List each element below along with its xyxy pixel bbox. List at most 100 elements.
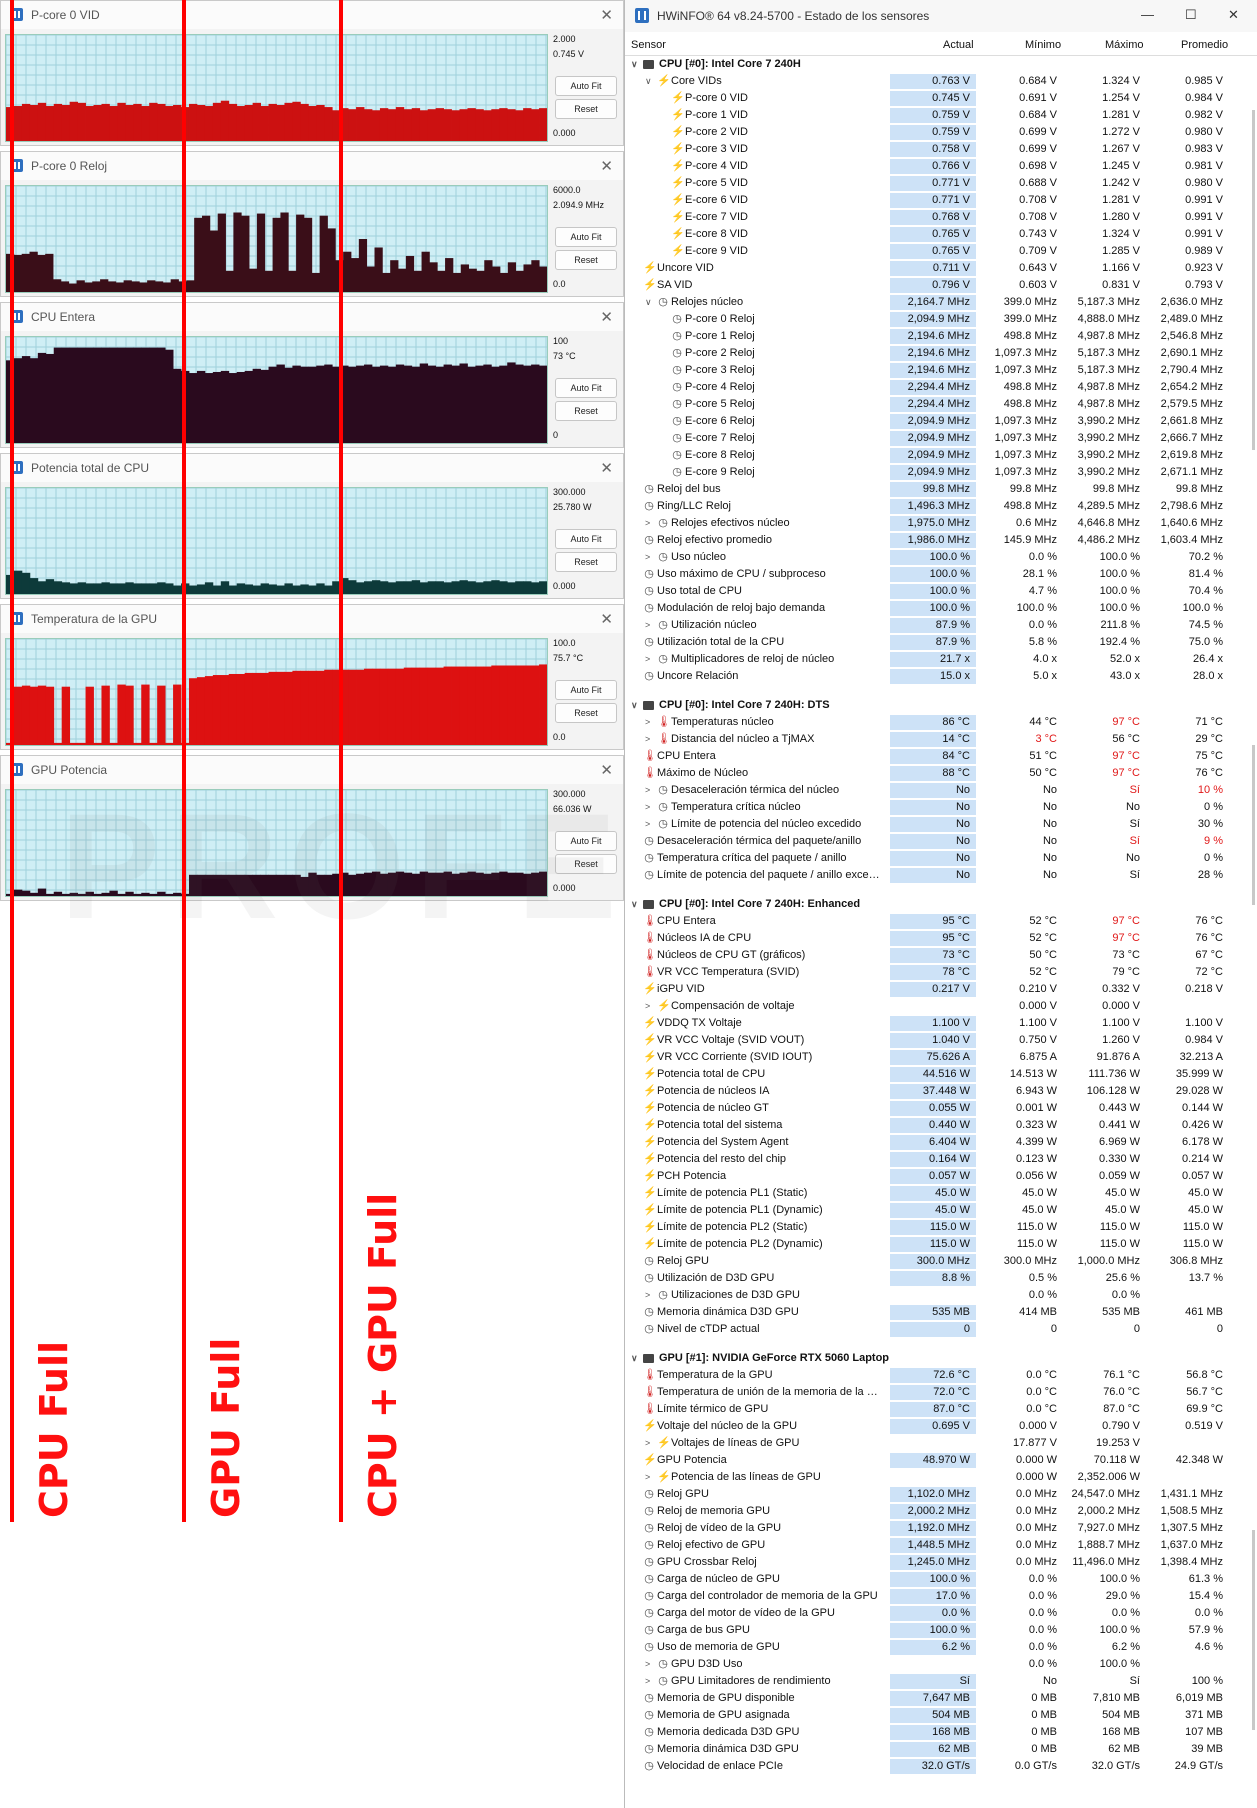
sensor-row[interactable]: ⚡ GPU Potencia 48.970 W 0.000 W 70.118 W 42.3… xyxy=(625,1452,1243,1469)
sensor-row[interactable]: ⚡ E-core 8 VID 0.765 V 0.743 V 1.324 V 0.991 … xyxy=(625,226,1243,243)
sensor-row[interactable]: ∨ ⚡ Core VIDs 0.763 V 0.684 V 1.324 V 0.985 V xyxy=(625,73,1243,90)
sensor-row[interactable]: ◷ P-core 3 Reloj 2,194.6 MHz 1,097.3 MHz 5,1… xyxy=(625,362,1243,379)
expand-toggle-icon[interactable]: > xyxy=(645,1676,651,1686)
sensor-row[interactable]: ◷ Carga del controlador de memoria de la … xyxy=(625,1588,1243,1605)
sensor-row[interactable]: ◷ Ring/LLC Reloj 1,496.3 MHz 498.8 MHz 4,289… xyxy=(625,498,1243,515)
sensor-row[interactable]: ⚡ Potencia de núcleos IA 37.448 W 6.943 W 10… xyxy=(625,1083,1243,1100)
sensor-row[interactable]: ⚡ Potencia total del sistema 0.440 W 0.323 … xyxy=(625,1117,1243,1134)
sensor-row[interactable]: > ◷ Relojes efectivos núcleo 1,975.0 MHz 0.6… xyxy=(625,515,1243,532)
sensor-group-header[interactable]: ∨ CPU [#0]: Intel Core 7 240H xyxy=(625,56,1243,73)
graph-title-bar[interactable]: CPU Entera ✕ xyxy=(1,303,623,331)
sensor-row[interactable]: ⚡ Uncore VID 0.711 V 0.643 V 1.166 V 0.923 V xyxy=(625,260,1243,277)
sensor-row[interactable]: ⚡ Límite de potencia PL2 (Dynamic) 115.0 W… xyxy=(625,1236,1243,1253)
graph-title-bar[interactable]: Potencia total de CPU ✕ xyxy=(1,454,623,482)
close-icon[interactable]: ✕ xyxy=(600,309,613,326)
expand-toggle-icon[interactable]: > xyxy=(645,620,651,630)
sensor-row[interactable]: ⚡ E-core 9 VID 0.765 V 0.709 V 1.285 V 0.989 … xyxy=(625,243,1243,260)
sensor-row[interactable]: ⚡ Límite de potencia PL1 (Static) 45.0 W 45… xyxy=(625,1185,1243,1202)
sensor-row[interactable]: > ◷ GPU Limitadores de rendimiento Sí No Sí 10… xyxy=(625,1673,1243,1690)
reset-button[interactable]: Reset xyxy=(555,99,617,119)
sensor-row[interactable]: ⚡ Límite de potencia PL1 (Dynamic) 45.0 W 4… xyxy=(625,1202,1243,1219)
sensor-row[interactable]: ◷ Uso de memoria de GPU 6.2 % 0.0 % 6.2 % 4.6… xyxy=(625,1639,1243,1656)
expand-toggle-icon[interactable]: > xyxy=(645,785,651,795)
expand-toggle-icon[interactable]: > xyxy=(645,802,651,812)
sensor-row[interactable]: ◷ Reloj GPU 1,102.0 MHz 0.0 MHz 24,547.0 MHz… xyxy=(625,1486,1243,1503)
sensor-row[interactable]: > ◷ Desaceleración térmica del núcleo No No S… xyxy=(625,782,1243,799)
sensor-group-header[interactable]: ∨ CPU [#0]: Intel Core 7 240H: Enhanced xyxy=(625,896,1243,913)
sensor-row[interactable]: 🌡 CPU Entera 95 °C 52 °C 97 °C 76 °C xyxy=(625,913,1243,930)
column-max[interactable]: Máximo xyxy=(1105,39,1144,51)
sensor-row[interactable]: ⚡ Voltaje del núcleo de la GPU 0.695 V 0.00… xyxy=(625,1418,1243,1435)
collapse-toggle-icon[interactable]: ∨ xyxy=(631,899,638,909)
graph-title-bar[interactable]: P-core 0 VID ✕ xyxy=(1,1,623,29)
sensor-group-header[interactable]: ∨ CPU [#0]: Intel Core 7 240H: DTS xyxy=(625,697,1243,714)
sensor-row[interactable]: ◷ P-core 2 Reloj 2,194.6 MHz 1,097.3 MHz 5,1… xyxy=(625,345,1243,362)
sensor-row[interactable]: ⚡ SA VID 0.796 V 0.603 V 0.831 V 0.793 V xyxy=(625,277,1243,294)
sensor-row[interactable]: ◷ Carga de núcleo de GPU 100.0 % 0.0 % 100.0… xyxy=(625,1571,1243,1588)
sensor-row[interactable]: > ◷ Temperatura crítica núcleo No No No 0 % xyxy=(625,799,1243,816)
sensor-row[interactable]: ◷ GPU Crossbar Reloj 1,245.0 MHz 0.0 MHz 11,… xyxy=(625,1554,1243,1571)
sensor-row[interactable]: ⚡ Potencia del System Agent 6.404 W 4.399 W… xyxy=(625,1134,1243,1151)
sensor-row[interactable]: ⚡ VR VCC Voltaje (SVID VOUT) 1.040 V 0.750 … xyxy=(625,1032,1243,1049)
auto-fit-button[interactable]: Auto Fit xyxy=(555,76,617,96)
expand-toggle-icon[interactable]: > xyxy=(645,1659,651,1669)
expand-toggle-icon[interactable]: > xyxy=(645,1001,651,1011)
collapse-toggle-icon[interactable]: ∨ xyxy=(645,76,652,86)
expand-toggle-icon[interactable]: > xyxy=(645,1290,651,1300)
maximize-button[interactable]: ☐ xyxy=(1185,7,1197,22)
close-icon[interactable]: ✕ xyxy=(600,7,613,24)
sensor-row[interactable]: ◷ Reloj de memoria GPU 2,000.2 MHz 0.0 MHz 2… xyxy=(625,1503,1243,1520)
sensor-row[interactable]: ⚡ iGPU VID 0.217 V 0.210 V 0.332 V 0.218 V xyxy=(625,981,1243,998)
sensor-row[interactable]: ◷ P-core 1 Reloj 2,194.6 MHz 498.8 MHz 4,987… xyxy=(625,328,1243,345)
sensor-row[interactable]: 🌡 Temperatura de unión de la memoria de l… xyxy=(625,1384,1243,1401)
column-current[interactable]: Actual xyxy=(943,39,974,51)
auto-fit-button[interactable]: Auto Fit xyxy=(555,680,617,700)
sensor-row[interactable]: > ◷ Utilizaciones de D3D GPU 0.0 % 0.0 % xyxy=(625,1287,1243,1304)
sensor-row[interactable]: 🌡 Límite térmico de GPU 87.0 °C 0.0 °C 87.0 … xyxy=(625,1401,1243,1418)
sensor-row[interactable]: ⚡ VDDQ TX Voltaje 1.100 V 1.100 V 1.100 V 1.1… xyxy=(625,1015,1243,1032)
sensor-row[interactable]: ◷ Memoria de GPU asignada 504 MB 0 MB 504 MB… xyxy=(625,1707,1243,1724)
scrollbar[interactable] xyxy=(1252,110,1255,450)
sensor-row[interactable]: > ◷ Utilización núcleo 87.9 % 0.0 % 211.8 % 74… xyxy=(625,617,1243,634)
auto-fit-button[interactable]: Auto Fit xyxy=(555,227,617,247)
expand-toggle-icon[interactable]: > xyxy=(645,552,651,562)
collapse-toggle-icon[interactable]: ∨ xyxy=(631,1353,638,1363)
scrollbar-thumb-lower[interactable] xyxy=(1252,1530,1255,1730)
sensor-row[interactable]: ⚡ P-core 0 VID 0.745 V 0.691 V 1.254 V 0.984 … xyxy=(625,90,1243,107)
sensor-row[interactable]: ⚡ Potencia de núcleo GT 0.055 W 0.001 W 0.44… xyxy=(625,1100,1243,1117)
sensor-row[interactable]: ◷ Reloj efectivo promedio 1,986.0 MHz 145.9… xyxy=(625,532,1243,549)
graph-window[interactable]: CPU Entera ✕ 100 73 °C Auto Fit Reset 0 xyxy=(0,302,624,448)
sensor-row[interactable]: ⚡ P-core 4 VID 0.766 V 0.698 V 1.245 V 0.981 … xyxy=(625,158,1243,175)
close-icon[interactable]: ✕ xyxy=(600,611,613,628)
reset-button[interactable]: Reset xyxy=(555,401,617,421)
sensor-row[interactable]: > 🌡 Distancia del núcleo a TjMAX 14 °C 3 °C 5… xyxy=(625,731,1243,748)
sensor-row[interactable]: ◷ Modulación de reloj bajo demanda 100.0 %… xyxy=(625,600,1243,617)
sensor-row[interactable]: ◷ P-core 0 Reloj 2,094.9 MHz 399.0 MHz 4,888… xyxy=(625,311,1243,328)
expand-toggle-icon[interactable]: > xyxy=(645,717,651,727)
sensor-row[interactable]: ◷ Memoria dedicada D3D GPU 168 MB 0 MB 168 M… xyxy=(625,1724,1243,1741)
sensor-row[interactable]: > ⚡ Compensación de voltaje 0.000 V 0.000 V xyxy=(625,998,1243,1015)
reset-button[interactable]: Reset xyxy=(555,552,617,572)
sensor-row[interactable]: ◷ Temperatura crítica del paquete / anill… xyxy=(625,850,1243,867)
sensor-row[interactable]: ◷ Carga de bus GPU 100.0 % 0.0 % 100.0 % 57.9… xyxy=(625,1622,1243,1639)
sensor-row[interactable]: ◷ Reloj GPU 300.0 MHz 300.0 MHz 1,000.0 MHz 3… xyxy=(625,1253,1243,1270)
close-icon[interactable]: ✕ xyxy=(600,158,613,175)
sensor-row[interactable]: ◷ Desaceleración térmica del paquete/anil… xyxy=(625,833,1243,850)
sensor-row[interactable]: 🌡 Núcleos de CPU GT (gráficos) 73 °C 50 °C 7… xyxy=(625,947,1243,964)
sensor-row[interactable]: ⚡ VR VCC Corriente (SVID IOUT) 75.626 A 6.8… xyxy=(625,1049,1243,1066)
graph-title-bar[interactable]: P-core 0 Reloj ✕ xyxy=(1,152,623,180)
scrollbar-thumb[interactable] xyxy=(1252,745,1255,905)
sensor-row[interactable]: ⚡ P-core 5 VID 0.771 V 0.688 V 1.242 V 0.980 … xyxy=(625,175,1243,192)
sensor-row[interactable]: ◷ Uncore Relación 15.0 x 5.0 x 43.0 x 28.0 x xyxy=(625,668,1243,685)
sensor-row[interactable]: ◷ P-core 5 Reloj 2,294.4 MHz 498.8 MHz 4,987… xyxy=(625,396,1243,413)
minimize-button[interactable]: — xyxy=(1141,7,1154,22)
sensor-row[interactable]: ◷ E-core 8 Reloj 2,094.9 MHz 1,097.3 MHz 3,9… xyxy=(625,447,1243,464)
sensor-row[interactable]: ◷ Utilización de D3D GPU 8.8 % 0.5 % 25.6 % 1… xyxy=(625,1270,1243,1287)
sensor-row[interactable]: ◷ Nivel de cTDP actual 0 0 0 0 xyxy=(625,1321,1243,1338)
sensor-row[interactable]: > ⚡ Potencia de las líneas de GPU 0.000 W 2,… xyxy=(625,1469,1243,1486)
auto-fit-button[interactable]: Auto Fit xyxy=(555,831,617,851)
sensor-row[interactable]: ◷ Carga del motor de vídeo de la GPU 0.0 %… xyxy=(625,1605,1243,1622)
graph-window[interactable]: Temperatura de la GPU ✕ 100.0 75.7 °C Au… xyxy=(0,604,624,750)
expand-toggle-icon[interactable]: > xyxy=(645,734,651,744)
graph-title-bar[interactable]: Temperatura de la GPU ✕ xyxy=(1,605,623,633)
